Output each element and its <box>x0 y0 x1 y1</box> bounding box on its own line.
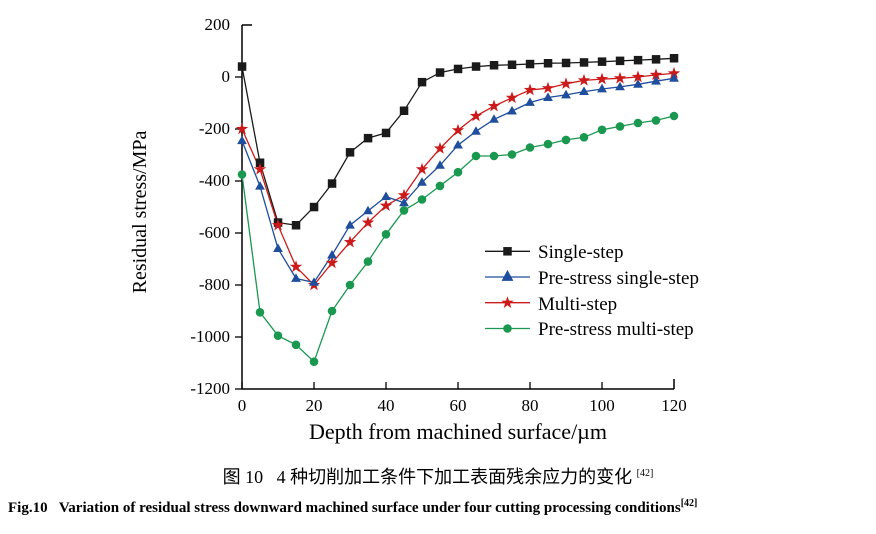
svg-text:Residual stress/MPa: Residual stress/MPa <box>129 130 151 293</box>
svg-text:Multi-step: Multi-step <box>538 294 617 315</box>
svg-text:200: 200 <box>205 15 231 34</box>
svg-text:-600: -600 <box>199 223 230 242</box>
svg-text:120: 120 <box>661 396 687 415</box>
svg-text:40: 40 <box>378 396 395 415</box>
svg-text:-800: -800 <box>199 275 230 294</box>
svg-text:0: 0 <box>238 396 247 415</box>
svg-text:60: 60 <box>450 396 467 415</box>
svg-text:20: 20 <box>306 396 323 415</box>
svg-text:Pre-stress single-step: Pre-stress single-step <box>538 268 699 289</box>
svg-text:-400: -400 <box>199 171 230 190</box>
svg-text:Single-step: Single-step <box>538 242 624 263</box>
svg-text:0: 0 <box>222 67 231 86</box>
svg-text:Pre-stress multi-step: Pre-stress multi-step <box>538 319 694 340</box>
svg-text:Depth from machined surface/µm: Depth from machined surface/µm <box>309 419 607 444</box>
svg-text:-200: -200 <box>199 119 230 138</box>
svg-text:-1200: -1200 <box>190 379 230 398</box>
svg-text:-1000: -1000 <box>190 327 230 346</box>
svg-text:100: 100 <box>589 396 615 415</box>
svg-text:80: 80 <box>522 396 539 415</box>
